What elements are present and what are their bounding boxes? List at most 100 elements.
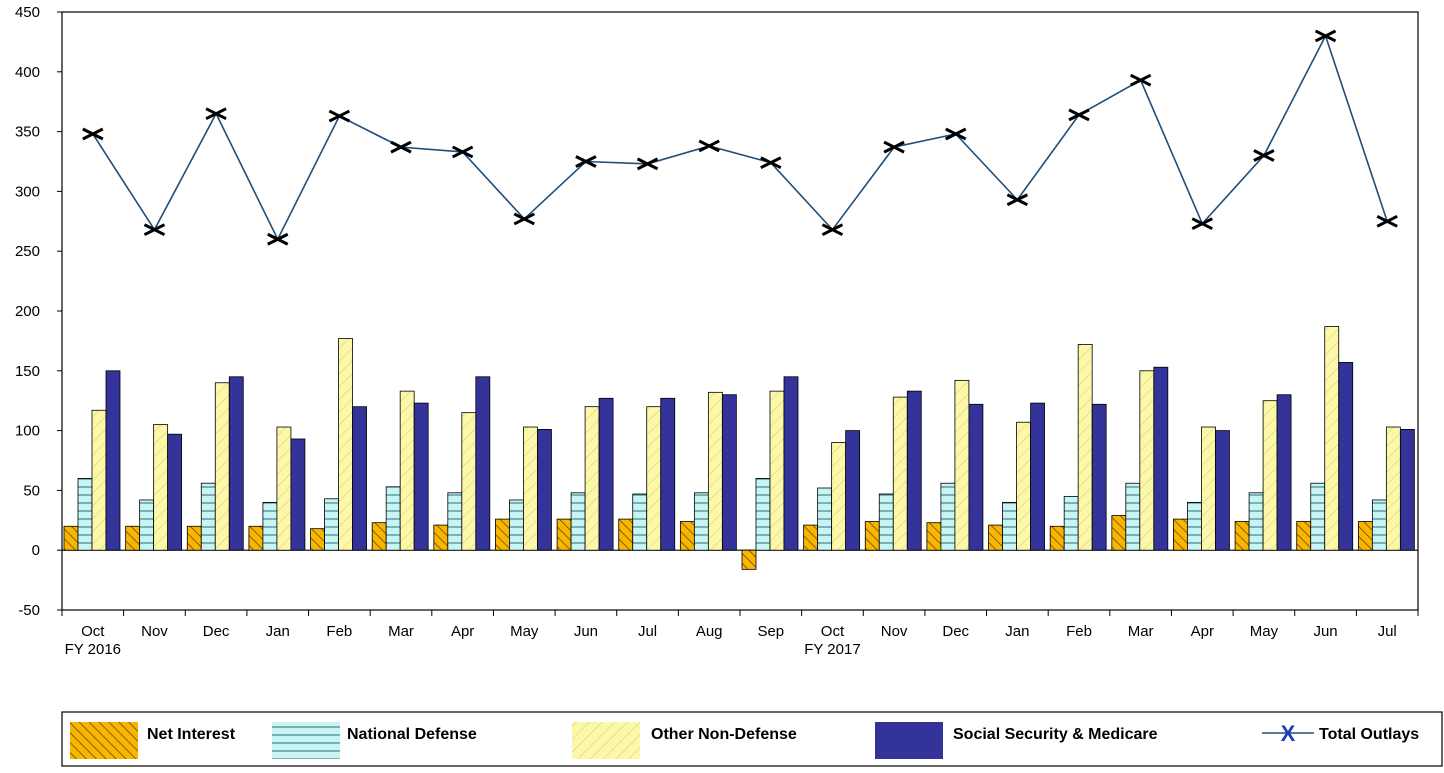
total-outlays-marker xyxy=(143,223,166,237)
x-category-label: Aug xyxy=(696,623,723,640)
social-security-medicare-bar xyxy=(783,376,799,551)
national-defense-bar xyxy=(77,478,93,551)
other-non-defense-bar xyxy=(1077,344,1093,551)
total-outlays-marker xyxy=(328,109,351,123)
other-non-defense-bar xyxy=(91,409,107,551)
other-non-defense-bar xyxy=(769,390,785,551)
x-category-label: Sep xyxy=(757,623,784,640)
social-security-medicare-bar xyxy=(537,429,552,551)
x-category-label: Apr xyxy=(451,623,474,640)
social-security-medicare-bar xyxy=(167,433,183,551)
x-category-label: Jul xyxy=(638,623,657,640)
total-outlays-marker xyxy=(513,212,535,226)
social-security-medicare-bar xyxy=(105,370,121,551)
national-defense-bar xyxy=(755,478,771,551)
other-non-defense-swatch xyxy=(572,722,640,759)
national-defense-bar xyxy=(1371,499,1387,551)
other-non-defense-bar xyxy=(1139,370,1155,551)
legend-label: Other Non-Defense xyxy=(651,726,797,743)
net-interest-bar xyxy=(556,518,572,551)
other-non-defense-bar xyxy=(1201,426,1216,551)
total-outlays-marker xyxy=(205,107,227,121)
net-interest-bar xyxy=(1357,521,1373,551)
y-tick-label: 400 xyxy=(15,64,40,81)
y-tick-label: 350 xyxy=(15,124,40,141)
social-security-medicare-bar xyxy=(1276,394,1292,551)
x-axis: Oct Nov Dec Jan Feb Mar Apr May Jun Jul Aug Sep Oct N… xyxy=(61,610,1419,658)
total-outlays-marker xyxy=(945,127,967,141)
other-non-defense-bar xyxy=(954,379,970,551)
other-non-defense-bar xyxy=(153,424,169,551)
total-outlays-marker-glyph: X xyxy=(1281,721,1296,746)
net-interest-bar xyxy=(988,524,1003,551)
net-interest-bar xyxy=(864,521,880,551)
net-interest-bar xyxy=(433,524,449,551)
y-tick-label: 100 xyxy=(15,423,40,440)
bar-series-group xyxy=(63,326,1415,570)
net-interest-bar xyxy=(63,525,79,551)
total-outlays-marker xyxy=(760,156,782,170)
social-security-medicare-bar xyxy=(968,403,984,551)
x-category-label: May xyxy=(510,623,539,640)
x-category-label: Nov xyxy=(141,623,168,640)
other-non-defense-bar xyxy=(707,391,723,551)
national-defense-bar xyxy=(632,493,648,551)
x-category-label: Jan xyxy=(1005,623,1029,640)
social-security-medicare-bar xyxy=(660,397,676,551)
social-security-medicare-bar xyxy=(1399,429,1415,551)
other-non-defense-bar xyxy=(523,426,538,551)
net-interest-bar xyxy=(125,525,141,551)
x-category-label: Jun xyxy=(1313,623,1337,640)
social-security-medicare-bar xyxy=(1153,366,1169,551)
social-security-medicare-bar xyxy=(475,376,491,551)
national-defense-bar xyxy=(139,499,155,551)
total-outlays-marker xyxy=(1376,214,1398,228)
total-outlays-marker xyxy=(575,155,597,168)
total-outlays-marker xyxy=(1006,193,1029,207)
net-interest-bar xyxy=(1111,515,1127,551)
other-non-defense-bar xyxy=(399,390,415,551)
social-security-medicare-bar xyxy=(413,402,429,551)
y-tick-label: 300 xyxy=(15,183,40,200)
x-category-label: Jan xyxy=(266,623,290,640)
total-outlays-marker xyxy=(636,157,659,171)
national-defense-bar xyxy=(1310,482,1326,551)
total-outlays-marker xyxy=(451,145,474,159)
social-security-medicare-bar xyxy=(228,376,244,551)
fiscal-year-label: FY 2017 xyxy=(804,641,860,658)
other-non-defense-bar xyxy=(276,426,292,551)
national-defense-bar xyxy=(200,482,216,551)
net-interest-bar xyxy=(926,522,942,551)
net-interest-bar xyxy=(495,518,510,551)
total-outlays-line-group xyxy=(82,29,1398,246)
national-defense-bar xyxy=(1002,501,1017,551)
other-non-defense-bar xyxy=(338,338,353,551)
x-category-label: Jun xyxy=(574,623,598,640)
y-tick-label: -50 xyxy=(18,602,40,619)
x-category-label: Dec xyxy=(942,623,969,640)
legend: X Net Interest National Defense Other Non-D… xyxy=(61,711,1443,767)
x-category-label: Feb xyxy=(1066,623,1092,640)
total-outlays-marker xyxy=(1314,29,1337,43)
social-security-medicare-bar xyxy=(1338,362,1354,551)
total-outlays-marker xyxy=(267,232,289,246)
social-security-medicare-bar xyxy=(1215,430,1230,551)
x-category-label: Mar xyxy=(1128,623,1154,640)
x-category-label: Oct xyxy=(821,623,845,640)
net-interest-bar xyxy=(310,528,325,551)
x-category-label: Mar xyxy=(388,623,414,640)
national-defense-bar xyxy=(447,492,463,551)
national-defense-swatch xyxy=(272,722,340,759)
x-category-label: Feb xyxy=(326,623,352,640)
total-outlays-marker xyxy=(1191,217,1213,231)
other-non-defense-bar xyxy=(1016,421,1031,551)
social-security-medicare-bar xyxy=(1091,403,1107,551)
total-outlays-marker xyxy=(821,223,844,237)
social-security-medicare-bar xyxy=(721,394,737,551)
social-security-swatch xyxy=(875,722,943,759)
total-outlays-marker xyxy=(1129,73,1152,87)
total-outlays-marker xyxy=(1068,108,1090,122)
national-defense-bar xyxy=(509,499,524,551)
